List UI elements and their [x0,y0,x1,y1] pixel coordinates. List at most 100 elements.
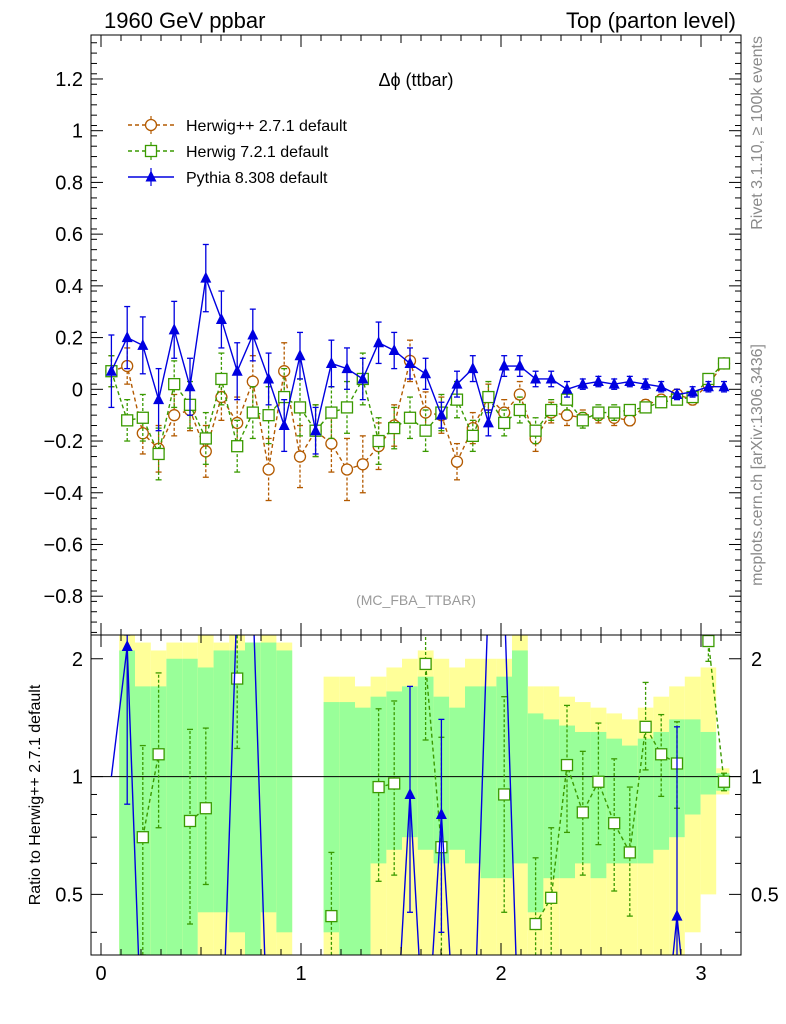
main-data-point [451,377,463,389]
main-data-point [246,375,259,388]
ratio-inner-band [512,650,528,864]
ratio-data-point [136,831,149,844]
ratio-inner-band [276,650,293,933]
main-data-point [325,437,338,450]
ratio-inner-band [260,642,277,913]
main-data-point [655,396,668,409]
main-data-point [278,419,290,431]
rivet-version-label: Rivet 3.1.10, ≥ 100k events [749,36,766,230]
ratio-data-point [152,748,165,761]
ratio-data-point [608,817,621,830]
main-y-tick-label: 1.2 [55,69,83,91]
main-data-point [340,401,354,414]
ratio-series-line [424,663,443,848]
ratio-x-tick-label: 3 [695,963,706,985]
main-data-point [231,364,243,376]
ratio-data-point [435,807,447,819]
ratio-data-point [702,635,715,648]
main-data-point [388,421,401,435]
ratio-data-point [623,846,636,859]
main-data-point [404,356,416,368]
main-data-point [263,372,275,384]
main-data-point [152,447,165,461]
main-data-point [530,372,542,384]
ratio-inner-band [637,738,654,864]
main-data-point [310,424,322,436]
ratio-data-point [576,806,589,819]
main-data-point [246,406,259,419]
main-data-point [560,409,574,422]
main-data-point [482,390,495,404]
ratio-y-tick-label-right: 0.5 [751,884,779,906]
ratio-inner-band [606,738,622,864]
main-data-point [482,416,494,428]
ratio-data-point [655,748,668,761]
ratio-inner-band [386,691,402,850]
main-y-tick-label: 0 [72,379,83,401]
ratio-data-point [404,787,416,799]
ratio-inner-band [135,686,151,955]
main-series-1 [105,352,731,481]
main-data-point [153,393,165,405]
legend-marker [144,144,158,158]
main-data-point [184,380,196,392]
ratio-data-point [498,788,511,801]
ratio-data-point [545,891,558,904]
ratio-series-line [707,640,725,782]
ratio-y-tick-label-right: 1 [751,767,762,789]
main-data-point [545,372,557,384]
main-series-2 [105,243,730,455]
main-data-point [702,380,714,392]
ratio-y-tick-label-right: 2 [751,649,762,671]
main-series-line [111,358,725,471]
ratio-data-point [592,775,605,788]
main-data-point [199,432,212,445]
ratio-inner-band [684,719,701,815]
ratio-panel: 0.5 0.5 1 1 2 2 0 1 2 3 Ratio to Herwig++ 2.7.1 d… [27,634,779,985]
ratio-data-point [560,758,574,772]
ratio-inner-band [700,731,717,795]
main-data-point [325,356,337,368]
main-data-point [247,328,259,340]
main-data-point [137,338,149,350]
main-y-tick-label: 0.4 [55,276,83,298]
main-data-point [576,414,589,427]
main-series-0 [105,339,731,502]
main-y-tick-label: −0.4 [44,483,83,505]
legend-entry-label: Herwig++ 2.7.1 default [186,118,348,135]
main-data-point [561,382,573,394]
main-data-point [373,336,385,348]
main-data-point [608,377,620,389]
ratio-series-line [110,635,682,955]
main-data-point [121,331,133,343]
main-data-point [293,450,307,463]
main-data-point [419,424,432,437]
ratio-inner-band [166,658,183,955]
ratio-data-point [325,909,338,923]
main-y-tick-label: 0.6 [55,224,83,246]
main-data-point [467,362,479,374]
ratio-inner-band [323,702,340,933]
main-panel: −0.8 −0.6 −0.4 −0.2 0 0.2 0.4 0.6 0.8 1 1.2 Δϕ (tt… [44,34,742,636]
main-data-point [513,403,526,417]
main-data-point [466,429,479,443]
main-data-point [513,388,526,401]
ratio-data-point [388,777,401,790]
header-process-label: Top (parton level) [566,8,736,33]
main-series-line [110,362,725,457]
main-data-point [388,344,400,356]
main-data-point [717,357,731,370]
ratio-data-point [372,780,385,794]
ratio-data-point [419,657,432,671]
main-data-point [420,367,432,379]
main-data-point [514,359,526,371]
ratio-data-point [717,775,731,788]
main-data-point [231,440,244,453]
ratio-inner-band [590,731,607,879]
main-data-point [357,372,369,384]
main-data-point [403,411,417,424]
ratio-inner-band [355,707,371,955]
main-data-point [262,409,275,422]
main-data-point [623,403,636,417]
